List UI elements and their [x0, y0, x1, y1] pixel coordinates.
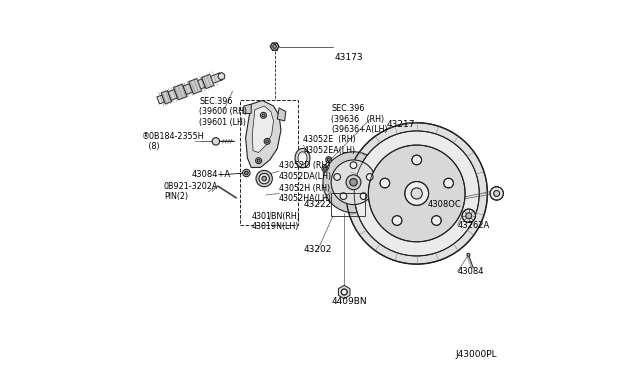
- Text: 4409BN: 4409BN: [331, 297, 367, 306]
- Circle shape: [350, 162, 357, 169]
- Circle shape: [266, 140, 269, 143]
- Text: J43000PL: J43000PL: [455, 350, 497, 359]
- Circle shape: [444, 178, 453, 188]
- Circle shape: [341, 289, 347, 295]
- Ellipse shape: [295, 148, 310, 168]
- Circle shape: [346, 123, 488, 264]
- Circle shape: [259, 173, 269, 184]
- Polygon shape: [244, 104, 251, 113]
- Polygon shape: [202, 74, 214, 89]
- Circle shape: [323, 167, 326, 170]
- Text: 43262A: 43262A: [458, 221, 490, 230]
- Circle shape: [256, 170, 273, 187]
- Polygon shape: [183, 84, 193, 94]
- Polygon shape: [189, 78, 202, 94]
- Circle shape: [255, 158, 262, 164]
- Circle shape: [273, 45, 276, 48]
- Circle shape: [360, 193, 367, 199]
- Circle shape: [262, 114, 265, 117]
- Polygon shape: [211, 73, 223, 83]
- Circle shape: [349, 179, 357, 186]
- Circle shape: [431, 216, 441, 225]
- Polygon shape: [157, 95, 164, 104]
- Circle shape: [212, 138, 220, 145]
- Text: 43222: 43222: [303, 200, 332, 209]
- Circle shape: [323, 152, 384, 213]
- Circle shape: [257, 159, 260, 162]
- Text: 0B921-3202A
PIN(2): 0B921-3202A PIN(2): [164, 182, 218, 201]
- Text: SEC.396
(39600 (RH)
(39601 (LH): SEC.396 (39600 (RH) (39601 (LH): [199, 97, 247, 126]
- Circle shape: [466, 213, 472, 219]
- Text: 43052D (RH)
43052DA(LH): 43052D (RH) 43052DA(LH): [279, 161, 332, 181]
- Text: 43173: 43173: [334, 53, 363, 62]
- Circle shape: [244, 171, 248, 175]
- Circle shape: [412, 155, 422, 165]
- Circle shape: [262, 176, 266, 181]
- Bar: [331, 193, 365, 216]
- Circle shape: [380, 178, 390, 188]
- Circle shape: [331, 160, 376, 205]
- Text: 43084+A: 43084+A: [191, 170, 231, 179]
- Circle shape: [493, 190, 500, 196]
- Polygon shape: [252, 106, 273, 153]
- Text: 43052E  (RH)
43052EA(LH): 43052E (RH) 43052EA(LH): [303, 135, 356, 155]
- Circle shape: [327, 158, 330, 161]
- Text: 43217: 43217: [387, 120, 415, 129]
- Polygon shape: [173, 84, 187, 100]
- Polygon shape: [218, 73, 225, 80]
- Ellipse shape: [298, 152, 307, 164]
- Text: 43052H (RH)
43052HA(LH): 43052H (RH) 43052HA(LH): [279, 184, 332, 203]
- Polygon shape: [198, 79, 205, 89]
- Circle shape: [411, 188, 422, 199]
- Circle shape: [260, 112, 266, 118]
- Polygon shape: [339, 285, 350, 299]
- Circle shape: [369, 145, 465, 242]
- Circle shape: [264, 138, 270, 144]
- Text: ®0B184-2355H
   (8): ®0B184-2355H (8): [141, 132, 204, 151]
- Circle shape: [467, 253, 470, 256]
- Text: 4308OC: 4308OC: [428, 200, 461, 209]
- Circle shape: [392, 216, 402, 225]
- Circle shape: [346, 175, 361, 190]
- Circle shape: [326, 157, 332, 163]
- Text: 43202: 43202: [303, 245, 332, 254]
- Text: 4301BN(RH)
43019N(LH): 4301BN(RH) 43019N(LH): [251, 212, 300, 231]
- Circle shape: [367, 174, 373, 180]
- Polygon shape: [168, 90, 177, 100]
- Circle shape: [490, 187, 504, 200]
- Polygon shape: [161, 90, 172, 104]
- Circle shape: [243, 169, 250, 177]
- Text: 43084: 43084: [458, 267, 484, 276]
- Text: SEC.396
(39636   (RH)
(39636+A(LH): SEC.396 (39636 (RH) (39636+A(LH): [331, 104, 388, 134]
- Circle shape: [354, 131, 479, 256]
- Circle shape: [405, 182, 429, 205]
- Circle shape: [462, 209, 476, 222]
- Circle shape: [322, 166, 328, 172]
- Circle shape: [340, 193, 347, 199]
- Circle shape: [334, 174, 340, 180]
- Circle shape: [271, 43, 278, 50]
- Polygon shape: [246, 100, 281, 167]
- Polygon shape: [277, 108, 286, 121]
